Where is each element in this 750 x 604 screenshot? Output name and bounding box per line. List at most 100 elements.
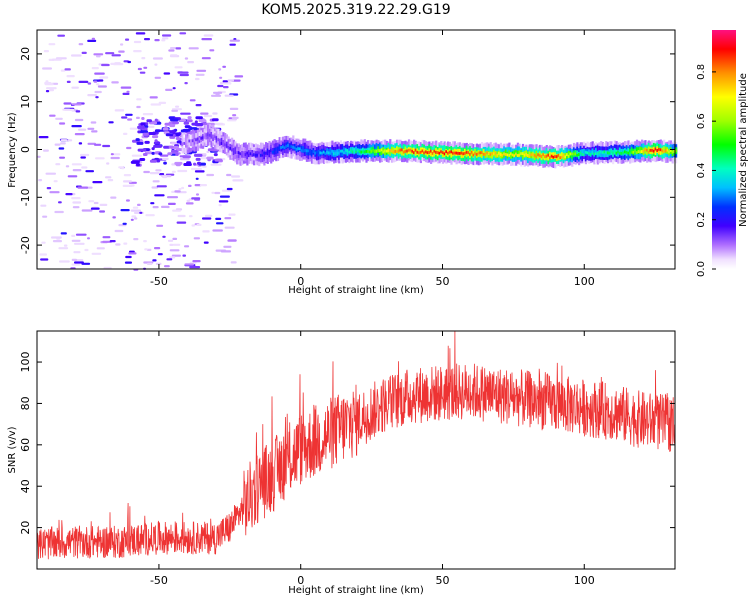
spectrogram-cell <box>525 152 528 156</box>
spectrogram-cell <box>441 151 445 154</box>
spectrogram-cell <box>321 151 324 155</box>
spectrogram-cell <box>280 146 283 149</box>
spectrogram-cell <box>419 150 422 154</box>
spectrogram-cell <box>87 127 95 130</box>
spectrogram-cell <box>544 155 547 159</box>
spectrogram-cell <box>162 37 169 40</box>
spectrogram-cell <box>114 62 121 65</box>
spectrogram-cell <box>460 151 463 155</box>
spectrogram-cell <box>646 148 649 152</box>
spectrogram-cell <box>421 149 424 153</box>
spectrogram-cell <box>60 139 68 142</box>
figure-title: KOM5.2025.319.22.29.G19 <box>261 2 450 18</box>
spectrogram-cell <box>87 237 90 240</box>
spectrogram-cell <box>213 135 217 139</box>
spectrogram-cell <box>227 79 234 82</box>
spectrogram-cell <box>578 153 581 156</box>
spectrogram-cell <box>390 149 394 153</box>
spectrogram-cell <box>433 149 436 157</box>
spectrogram-cell <box>124 261 132 264</box>
spectrogram-cell <box>88 200 95 203</box>
spectrogram-cell <box>130 160 140 164</box>
spectrogram-cell <box>127 60 131 64</box>
snr-x-tick-label: 0 <box>297 574 304 587</box>
spectrogram-cell <box>268 150 271 158</box>
spectrogram-cell <box>266 151 269 155</box>
spectrogram-cell <box>268 149 271 153</box>
spectrogram-cell <box>182 128 191 132</box>
spectrogram-cell <box>184 82 188 85</box>
spectrogram-cell <box>530 153 533 157</box>
spectrogram-cell <box>290 145 293 148</box>
spectrogram-cell <box>177 169 188 173</box>
spectrogram-cell <box>183 121 190 125</box>
spectrogram-cell <box>110 153 114 156</box>
spectrogram-cell <box>49 191 60 194</box>
spectrogram-y-tick-label: -20 <box>19 236 32 254</box>
spectrogram-cell <box>523 153 526 157</box>
spectrogram-y-label: Frequency (Hz) <box>7 112 18 188</box>
spectrogram-cell <box>136 141 144 145</box>
spectrogram-cell <box>521 152 525 155</box>
spectrogram-cell <box>191 139 194 143</box>
spectrogram-cell <box>528 151 531 158</box>
spectrogram-cell <box>242 152 246 156</box>
spectrogram-cell <box>479 151 482 155</box>
spectrogram-cell <box>254 153 257 157</box>
spectrogram-cell <box>510 152 513 156</box>
spectrogram-cell <box>115 243 121 246</box>
colorbar-tick-label: 0.8 <box>696 64 707 80</box>
spectrogram-cell <box>196 137 200 141</box>
spectrogram-cell <box>45 90 50 93</box>
spectrogram-cell <box>336 152 339 155</box>
spectrogram-cell <box>37 155 41 158</box>
spectrogram-cell <box>302 149 305 153</box>
spectrogram-cell <box>418 151 421 155</box>
spectrogram-cell <box>169 243 174 246</box>
spectrogram-cell <box>506 153 509 157</box>
spectrogram-cell <box>172 121 179 125</box>
spectrogram-cell <box>498 152 501 155</box>
spectrogram-y-tick-label: 0 <box>19 146 32 153</box>
spectrogram-cell <box>465 150 468 158</box>
spectrogram-cell <box>202 217 212 220</box>
spectrogram-cell <box>212 134 215 138</box>
spectrogram-x-tick-label: -50 <box>150 275 168 288</box>
spectrogram-cell <box>196 69 207 72</box>
spectrogram-cell <box>95 157 105 160</box>
spectrogram-cell <box>615 151 618 155</box>
spectrogram-cell <box>195 77 200 81</box>
spectrogram-cell <box>481 151 484 158</box>
spectrogram-cell <box>445 150 448 154</box>
spectrogram-cell <box>219 76 223 79</box>
spectrogram-cell <box>555 155 559 159</box>
spectrogram-cell <box>569 152 572 156</box>
spectrogram-cell <box>416 150 419 154</box>
spectrogram-cell <box>139 71 146 74</box>
spectrogram-cell <box>491 151 494 155</box>
spectrogram-cell <box>180 112 191 115</box>
spectrogram-cell <box>74 118 84 122</box>
spectrogram-x-ticks: -50 0 50 100 <box>150 30 595 288</box>
spectrogram-cell <box>641 150 644 153</box>
snr-x-label: Height of straight line (km) <box>288 585 424 596</box>
spectrogram-cell <box>668 150 671 154</box>
spectrogram-cell <box>561 152 564 159</box>
spectrogram-cell <box>154 247 161 250</box>
snr-x-tick-label: 100 <box>574 574 595 587</box>
spectrogram-cell <box>324 152 327 156</box>
spectrogram-cell <box>436 151 439 154</box>
spectrogram-cell <box>263 152 266 159</box>
spectrogram-cell <box>126 90 130 93</box>
spectrogram-cell <box>211 118 219 122</box>
spectrogram-cell <box>207 133 210 137</box>
spectrogram-x-label: Height of straight line (km) <box>288 285 424 296</box>
colorbar-ticks: 0.0 0.2 0.4 0.6 0.8 <box>696 64 716 277</box>
snr-y-tick-label: 20 <box>19 521 32 535</box>
spectrogram-cell <box>508 150 511 158</box>
spectrogram-cell <box>572 152 576 156</box>
spectrogram-cell <box>310 150 314 154</box>
spectrogram-cell <box>656 149 659 152</box>
spectrogram-cell <box>307 149 310 153</box>
spectrogram-cell <box>413 147 416 155</box>
